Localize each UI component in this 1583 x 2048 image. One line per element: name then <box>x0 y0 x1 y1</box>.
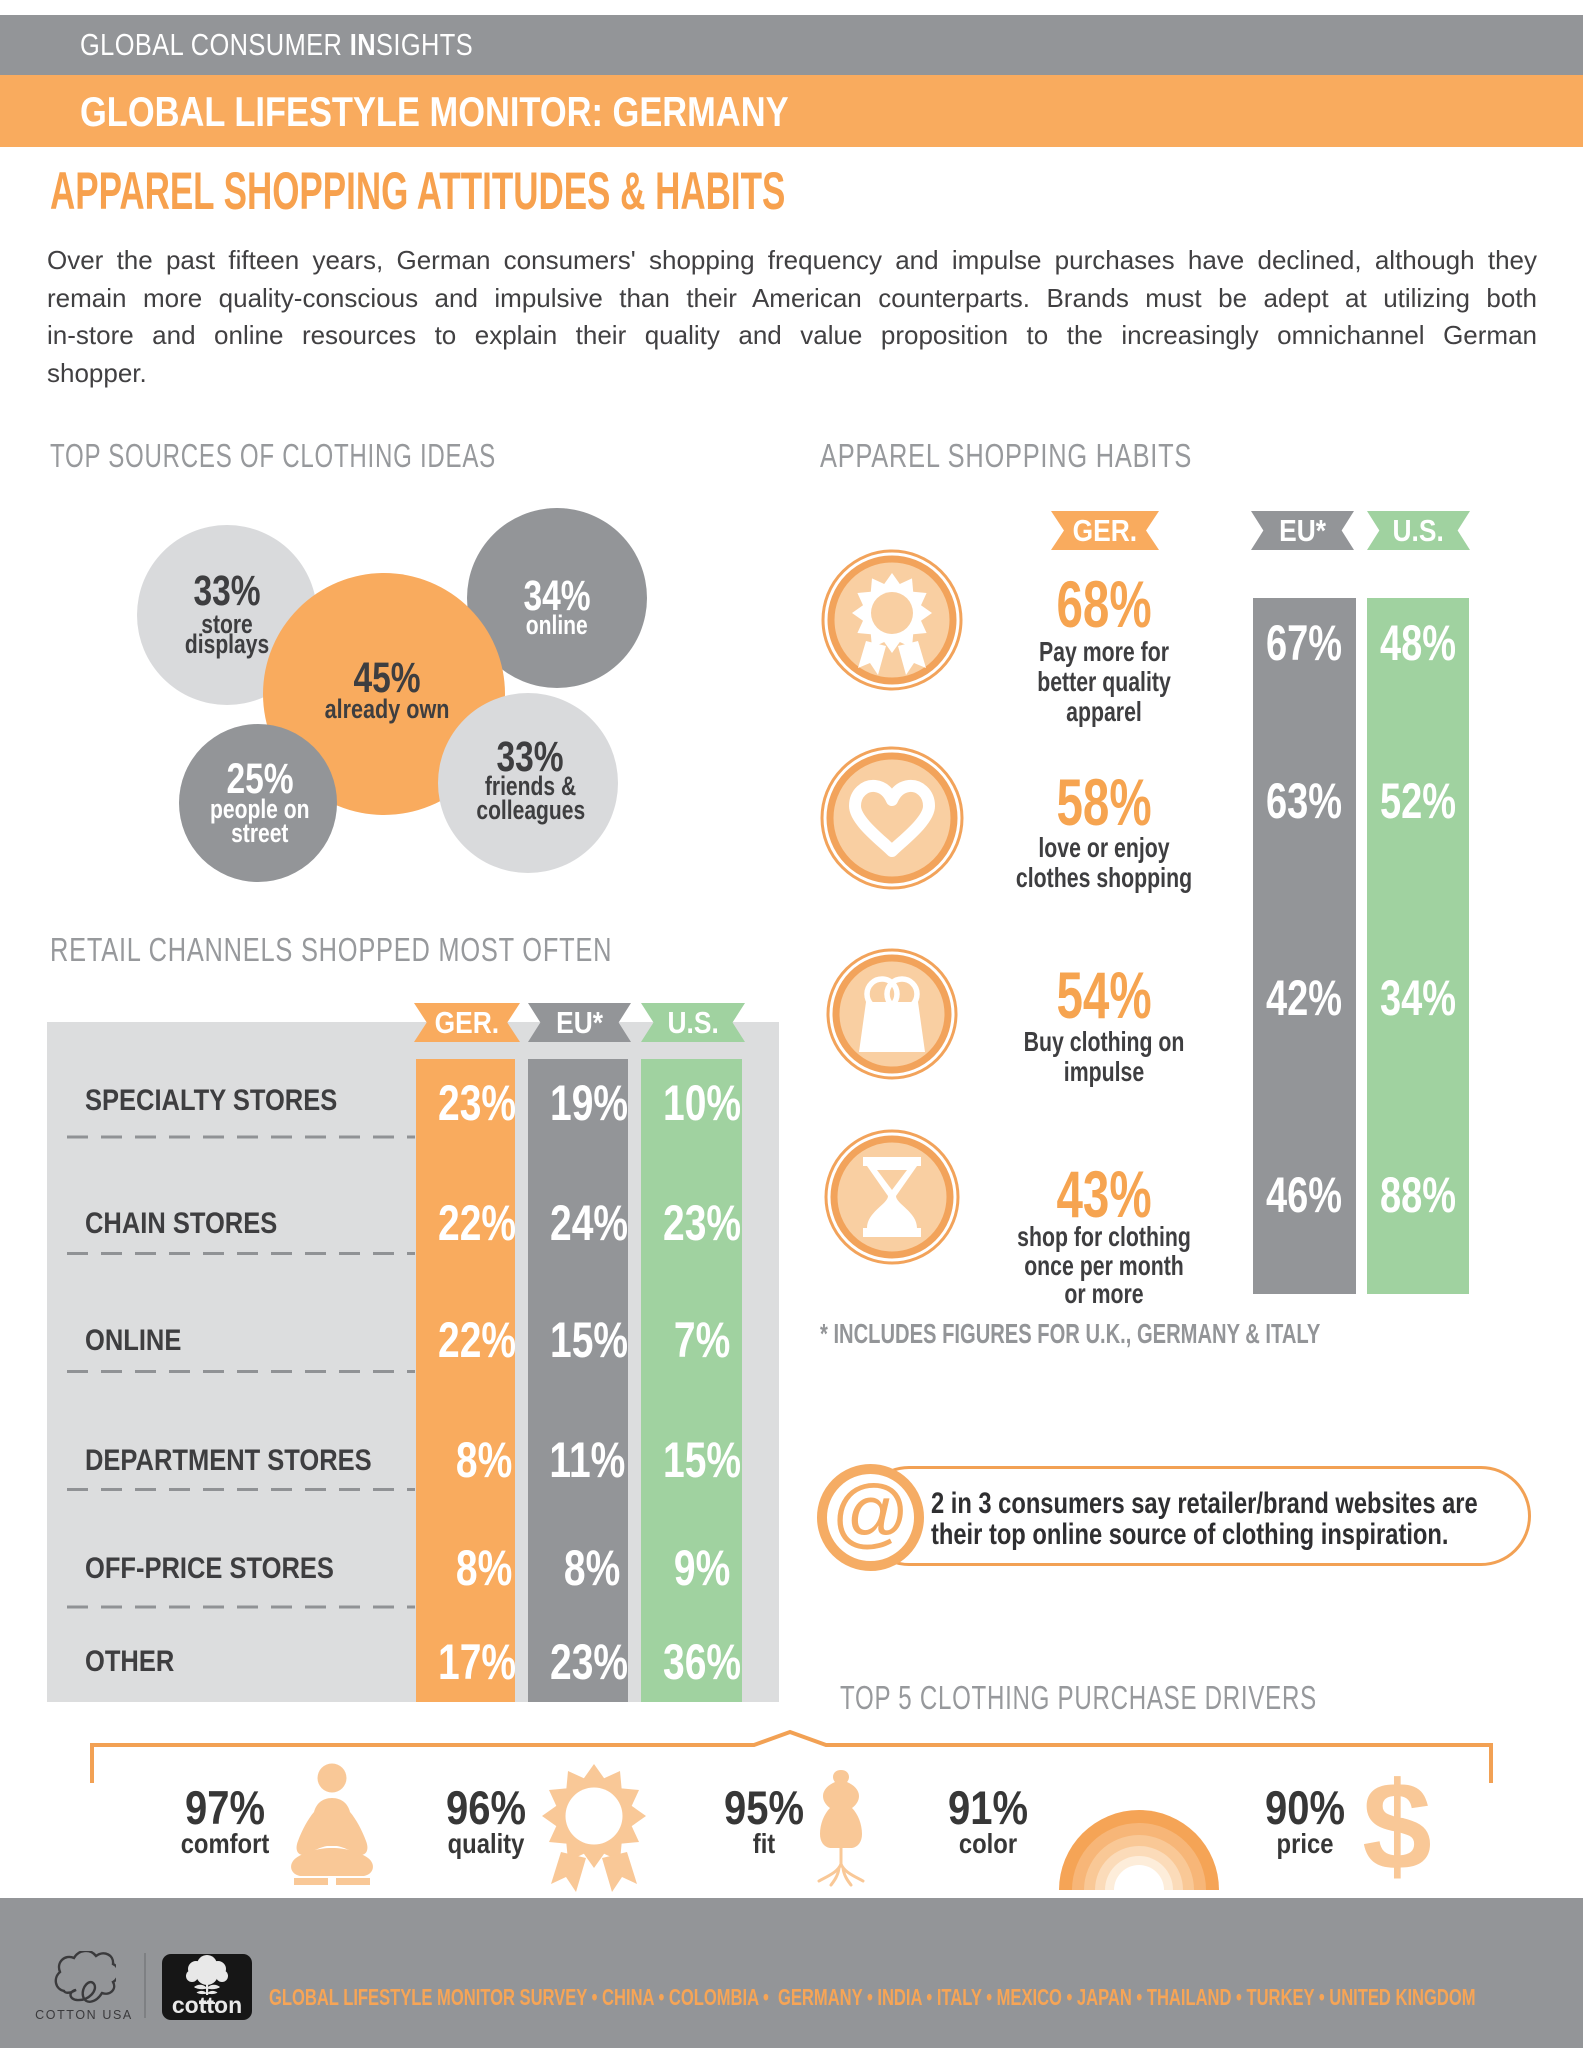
svg-text:cotton: cotton <box>172 1992 242 2018</box>
